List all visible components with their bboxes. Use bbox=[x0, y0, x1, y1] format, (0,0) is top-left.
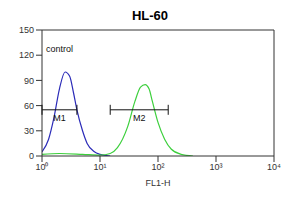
svg-text:30: 30 bbox=[24, 126, 34, 136]
svg-text:10²: 10² bbox=[151, 162, 164, 172]
svg-text:60: 60 bbox=[24, 101, 34, 111]
svg-text:150: 150 bbox=[19, 25, 34, 35]
svg-text:120: 120 bbox=[19, 50, 34, 60]
svg-text:FL1-H: FL1-H bbox=[145, 178, 170, 188]
svg-text:10⁰: 10⁰ bbox=[35, 162, 48, 172]
svg-text:M1: M1 bbox=[53, 113, 66, 123]
svg-text:control: control bbox=[46, 44, 73, 54]
svg-text:90: 90 bbox=[24, 76, 34, 86]
svg-text:0: 0 bbox=[29, 151, 34, 161]
html-text:HL-60: HL-60 bbox=[131, 8, 169, 23]
svg-text:M2: M2 bbox=[133, 113, 146, 123]
svg-text:10³: 10³ bbox=[209, 162, 222, 172]
svg-text:10⁴: 10⁴ bbox=[267, 162, 281, 172]
svg-text:10¹: 10¹ bbox=[93, 162, 106, 172]
